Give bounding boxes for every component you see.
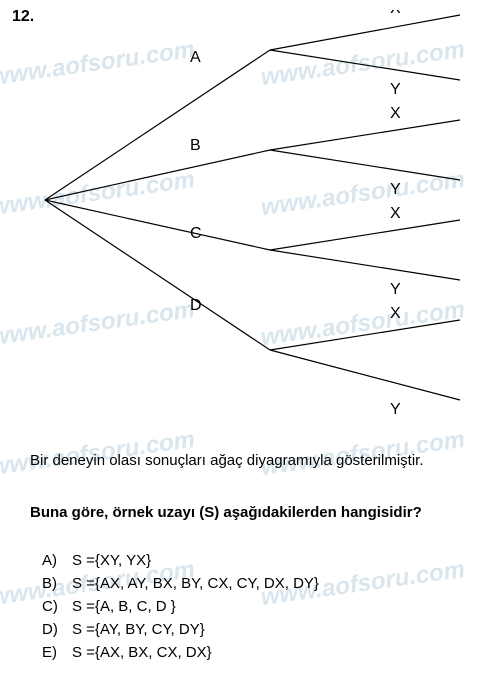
svg-text:Y: Y: [390, 401, 401, 418]
svg-text:C: C: [190, 225, 202, 242]
tree-svg: ABCDXYXYXYXY: [40, 10, 480, 420]
option-a: A) S ={XY, YX}: [42, 552, 480, 569]
question-prompt: Buna göre, örnek uzayı (S) aşağıdakilerd…: [30, 502, 480, 523]
option-letter: C): [42, 598, 72, 615]
svg-text:X: X: [390, 205, 401, 222]
svg-text:X: X: [390, 105, 401, 122]
svg-text:X: X: [390, 10, 401, 17]
option-c: C) S ={A, B, C, D }: [42, 598, 480, 615]
question-number: 12.: [12, 8, 34, 26]
option-letter: B): [42, 575, 72, 592]
option-text: S ={AX, AY, BX, BY, CX, CY, DX, DY}: [72, 575, 319, 592]
svg-text:B: B: [190, 137, 201, 154]
option-text: S ={AX, BX, CX, DX}: [72, 644, 212, 661]
option-letter: D): [42, 621, 72, 638]
option-letter: A): [42, 552, 72, 569]
option-text: S ={AY, BY, CY, DY}: [72, 621, 205, 638]
svg-text:Y: Y: [390, 281, 401, 298]
svg-text:D: D: [190, 297, 202, 314]
option-e: E) S ={AX, BX, CX, DX}: [42, 644, 480, 661]
svg-text:X: X: [390, 305, 401, 322]
option-d: D) S ={AY, BY, CY, DY}: [42, 621, 480, 638]
svg-text:Y: Y: [390, 181, 401, 198]
option-text: S ={A, B, C, D }: [72, 598, 176, 615]
tree-diagram: ABCDXYXYXYXY: [40, 10, 480, 420]
option-letter: E): [42, 644, 72, 661]
option-text: S ={XY, YX}: [72, 552, 151, 569]
question-description: Bir deneyin olası sonuçları ağaç diyagra…: [30, 450, 480, 471]
options-list: A) S ={XY, YX} B) S ={AX, AY, BX, BY, CX…: [42, 552, 480, 667]
option-b: B) S ={AX, AY, BX, BY, CX, CY, DX, DY}: [42, 575, 480, 592]
svg-text:Y: Y: [390, 81, 401, 98]
svg-text:A: A: [190, 49, 201, 66]
